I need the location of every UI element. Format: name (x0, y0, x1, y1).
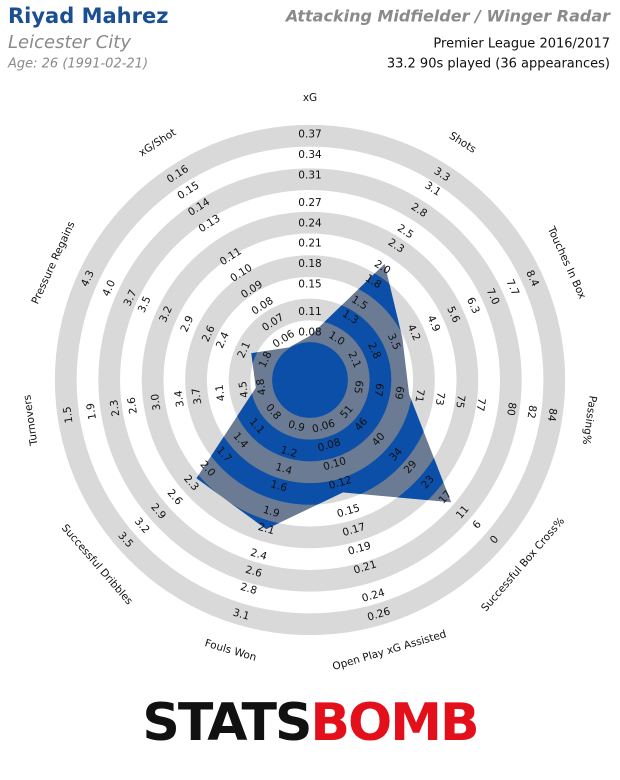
tick-label: 4.5 (237, 380, 251, 398)
axis-name: Open Play xG Assisted (331, 628, 448, 673)
tick-label: 77 (474, 397, 488, 412)
axis-name: xG/Shot (137, 126, 179, 159)
axis-name: xG (303, 92, 317, 104)
tick-label: 2.1 (257, 521, 276, 537)
tick-label: 82 (525, 404, 539, 419)
tick-label: 0.08 (298, 327, 321, 339)
tick-label: 80 (504, 401, 518, 416)
minutes: 33.2 90s played (36 appearances) (387, 57, 610, 72)
tick-label: 65 (351, 379, 365, 394)
tick-label: 1.9 (85, 402, 99, 420)
tick-label: 2.6 (126, 396, 140, 415)
tick-label: 2.6 (244, 564, 264, 580)
axis-name: Touches In Box (544, 224, 588, 301)
tick-label: 4.8 (254, 378, 268, 396)
tick-label: 1.4 (274, 461, 294, 477)
tick-label: 84 (545, 407, 559, 422)
tick-label: 4.1 (213, 384, 227, 402)
competition: Premier League 2016/2017 (433, 37, 610, 52)
tick-label: 3.0 (149, 393, 163, 411)
logo-left: STATS (142, 693, 310, 753)
tick-label: 73 (433, 391, 447, 406)
axis-name: Turnovers (21, 394, 40, 447)
logo: STATSBOMB (142, 693, 477, 753)
tick-label: 75 (453, 394, 467, 409)
axis-name: Fouls Won (203, 637, 258, 664)
tick-label: 0.18 (298, 258, 321, 270)
tick-label: 0.31 (298, 169, 321, 181)
tick-label: 3.7 (190, 387, 204, 405)
tick-label: 2.8 (239, 581, 258, 597)
tick-label: 1.5 (61, 406, 75, 424)
axis-name: Shots (447, 130, 478, 156)
tick-label: 67 (372, 382, 386, 397)
tick-label: 0.24 (298, 217, 322, 229)
logo-right: BOMB (310, 693, 477, 753)
tick-label: 0.11 (298, 306, 321, 318)
age: Age: 26 (1991-02-21) (7, 57, 148, 72)
tick-label: 1.2 (279, 444, 298, 460)
axis-name: Passing% (580, 395, 599, 446)
tick-label: 2.4 (249, 547, 269, 563)
tick-label: 0.9 (287, 418, 306, 434)
tick-label: 0.27 (298, 197, 321, 209)
radar-shape (196, 263, 452, 530)
tick-label: 1.9 (262, 504, 281, 520)
tick-label: 3.4 (172, 389, 186, 408)
tick-label: 1.6 (269, 478, 289, 494)
tick-label: 69 (392, 385, 406, 400)
chart-title: Attacking Midfielder / Winger Radar (284, 7, 611, 26)
tick-label: 0.34 (298, 149, 322, 161)
tick-label: 0.15 (298, 279, 321, 291)
tick-label: 3.1 (231, 607, 250, 623)
team: Leicester City (8, 32, 131, 53)
tick-label: 2.3 (108, 399, 122, 417)
tick-label: 71 (412, 388, 426, 403)
tick-label: 0.21 (298, 238, 321, 250)
tick-label: 0.37 (298, 128, 321, 140)
player-name: Riyad Mahrez (8, 4, 168, 28)
